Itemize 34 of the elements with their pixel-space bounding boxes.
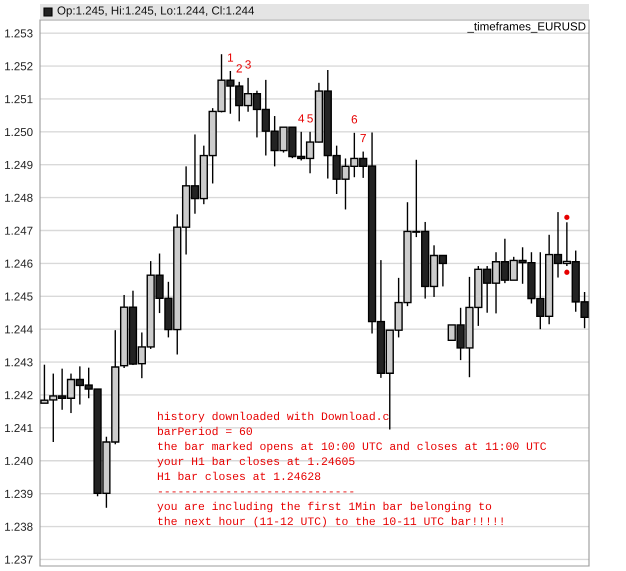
text: 3 (245, 60, 251, 69)
y-tick-label: 1.252 (5, 62, 32, 70)
chart-title: _timeframes_EURUSD (467, 22, 586, 33)
y-tick-label: 1.240 (5, 456, 33, 466)
annotation: history downloaded with Download.c (158, 412, 389, 422)
annotation: the bar marked opens at 10:00 UTC and closes at 11:00 UTC (158, 442, 546, 452)
y-tick-label: 1.239 (5, 490, 33, 498)
y-tick-label: 1.244 (5, 325, 33, 334)
text: 5 (307, 114, 313, 123)
y-tick-label: 1.237 (5, 556, 32, 564)
text: 7 (360, 134, 366, 142)
annotation: H1 bar closes at 1.24628 (158, 472, 320, 480)
annotation: your H1 bar closes at 1.24605 (157, 456, 354, 468)
y-tick-label: 1.251 (5, 95, 32, 104)
annotation: the next hour (11-12 UTC) to the 10-11 UTC bar!!!!! (158, 516, 503, 528)
y-tick-label: 1.250 (5, 128, 33, 136)
y-tick-label: 1.238 (5, 522, 33, 531)
text: 4 (298, 114, 304, 122)
annotation: you are including the first 1Min bar belonging to (157, 502, 492, 512)
y-tick-label: 1.245 (5, 292, 33, 301)
y-tick-label: 1.247 (5, 226, 32, 235)
text: 6 (352, 115, 358, 124)
annotation: barPeriod = 60 (158, 426, 252, 436)
y-tick-label: 1.253 (5, 29, 33, 38)
chart-subtitle: Op:1.245, Hi:1.245, Lo:1.244, Cl:1.244 (58, 6, 254, 17)
annotation: ----------------------------- (158, 491, 354, 492)
y-tick-label: 1.249 (5, 160, 33, 170)
y-tick-label: 1.246 (5, 260, 33, 268)
y-tick-label: 1.248 (5, 194, 33, 202)
y-tick-label: 1.243 (5, 358, 33, 366)
y-tick-label: 1.242 (5, 391, 32, 400)
text: 1 (228, 53, 234, 62)
y-tick-label: 1.241 (5, 424, 32, 432)
text: 2 (236, 64, 242, 72)
